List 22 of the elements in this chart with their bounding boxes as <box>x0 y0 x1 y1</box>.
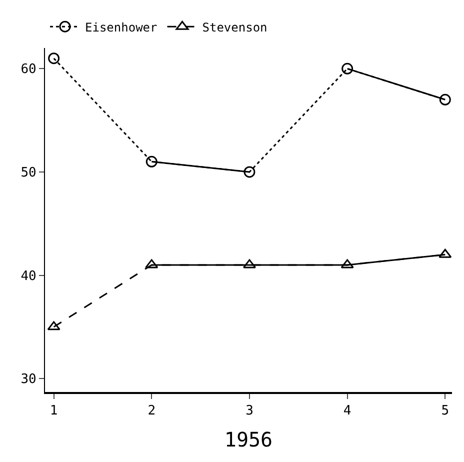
y-tick-label: 40 <box>20 268 36 284</box>
x-axis-title: 1956 <box>224 428 273 452</box>
point <box>438 248 452 258</box>
x-tick-label: 3 <box>246 404 254 419</box>
point <box>340 259 354 268</box>
y-tick-label: 30 <box>20 372 36 388</box>
y-tick-label: 60 <box>20 62 36 78</box>
x-tick-label: 4 <box>343 404 352 419</box>
point <box>47 321 60 330</box>
x-tick-label: 1 <box>50 404 58 419</box>
point <box>439 94 451 106</box>
x-tick-label: 5 <box>441 404 450 419</box>
x-tick-label: 2 <box>148 404 156 419</box>
point <box>145 259 158 268</box>
y-tick-label: 50 <box>20 166 36 181</box>
point <box>342 62 354 74</box>
point <box>244 166 256 178</box>
point <box>48 52 60 64</box>
legend-label: Eisenhower <box>85 20 158 34</box>
point <box>242 259 256 268</box>
point <box>146 156 158 168</box>
legend-label: Stevenson <box>202 20 268 34</box>
